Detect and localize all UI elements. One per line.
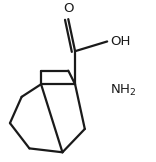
Text: O: O bbox=[63, 2, 73, 15]
Text: NH$_2$: NH$_2$ bbox=[110, 82, 136, 98]
Text: OH: OH bbox=[110, 35, 130, 48]
